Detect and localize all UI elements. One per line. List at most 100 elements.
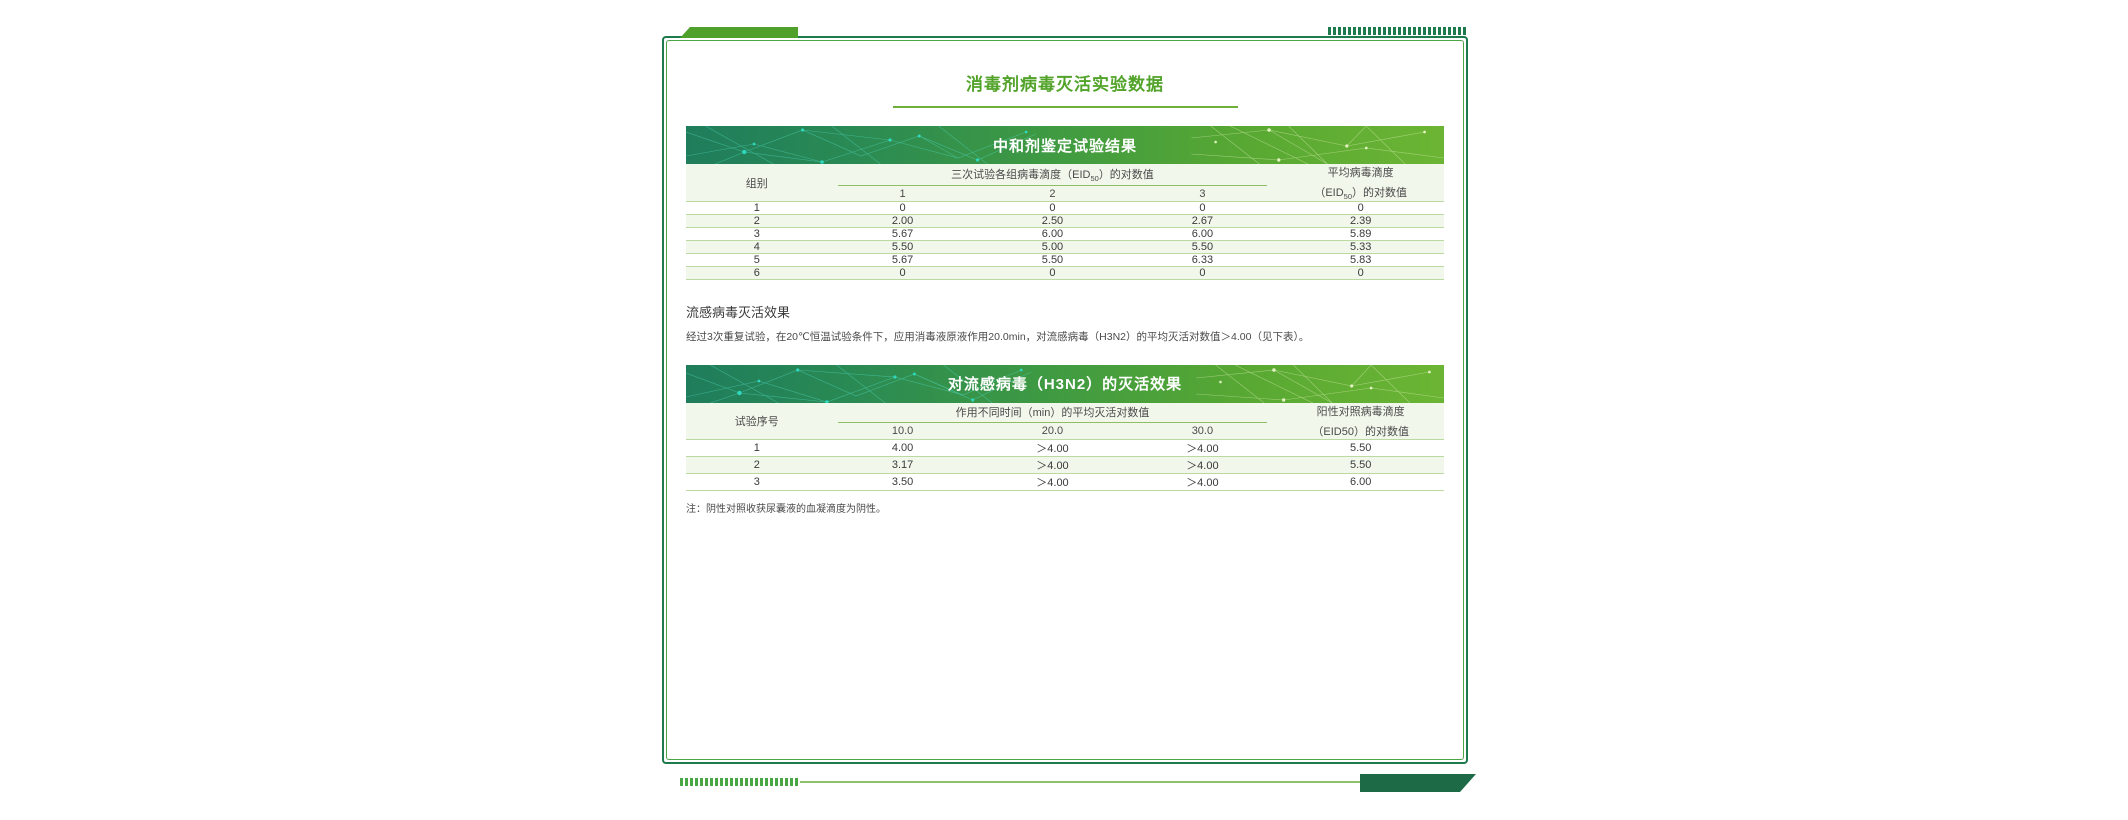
table2-subheader-20: 20.0 (977, 423, 1128, 440)
table1-r4-group: 5 (686, 253, 828, 267)
table1-r1-group: 2 (686, 214, 828, 228)
table1-r0-t3: 0 (1127, 201, 1278, 215)
stripe-bar-top-right-icon (1328, 27, 1466, 35)
table1-header-average: 平均病毒滴度 （EID50）的对数值 (1277, 164, 1444, 202)
table2-header-group: 试验序号 (686, 402, 828, 440)
table2-r2-t20: ＞4.00 (977, 472, 1128, 491)
corner-tab-bottom-right-icon (1360, 774, 1476, 792)
table1-span-rule (837, 185, 1268, 187)
table1: 组别 三次试验各组病毒滴度（EID50）的对数值 平均病毒滴度 （EID50）的… (686, 164, 1444, 281)
corner-tab-top-left-icon (680, 27, 798, 38)
table2-header-control: 阳性对照病毒滴度 （EID50）的对数值 (1277, 402, 1444, 440)
table-row: 1 4.00 ＞4.00 ＞4.00 5.50 (686, 438, 1444, 457)
table1-r3-t1: 5.50 (827, 240, 978, 254)
table1-banner: 中和剂鉴定试验结果 (686, 126, 1444, 164)
bottom-rule (680, 781, 1420, 783)
table1-r5-avg: 0 (1277, 266, 1444, 281)
table1-header-span-sub: 50 (1090, 174, 1099, 184)
table2-r2-no: 3 (686, 472, 828, 491)
table1-r3-avg: 5.33 (1277, 240, 1444, 254)
table-row: 4 5.50 5.00 5.50 5.33 (686, 240, 1444, 254)
table-block-h3n2: 对流感病毒（H3N2）的灭活效果 试验序号 作用不同时间（min）的平均灭活对数… (686, 364, 1444, 491)
table1-header-group: 组别 (686, 164, 828, 202)
table1-header-span-post: ）的对数值 (1098, 168, 1154, 181)
footnote: 注：阴性对照收获尿囊液的血凝滴度为阴性。 (686, 503, 886, 515)
table1-r5-t1: 0 (827, 266, 978, 281)
table1-subheader-1: 1 (827, 186, 978, 202)
table2-r0-no: 1 (686, 438, 828, 457)
table1-banner-title: 中和剂鉴定试验结果 (992, 137, 1137, 155)
table1-r1-avg: 2.39 (1277, 214, 1444, 228)
constellation-pattern-icon (686, 126, 1444, 164)
table1-r3-t2: 5.00 (977, 240, 1128, 254)
table1-r2-group: 3 (686, 227, 828, 241)
table1-r5-group: 6 (686, 266, 828, 281)
table-row: 2 3.17 ＞4.00 ＞4.00 5.50 (686, 455, 1444, 474)
section-heading: 流感病毒灭活效果 (686, 305, 791, 321)
table1-r1-t1: 2.00 (827, 214, 978, 228)
table-row: 3 5.67 6.00 6.00 5.89 (686, 227, 1444, 241)
table1-r2-t2: 6.00 (977, 227, 1128, 241)
stripe-bar-bottom-left-icon (680, 778, 800, 786)
table1-header-average-sub: 50 (1343, 192, 1353, 202)
table1-header-average-line1: 平均病毒滴度 (1327, 167, 1394, 179)
table-row: 5 5.67 5.50 6.33 5.83 (686, 253, 1444, 267)
table2-header-rule-row (686, 422, 1444, 424)
table2-banner-title: 对流感病毒（H3N2）的灭活效果 (947, 376, 1183, 394)
table2-r2-ctrl: 6.00 (1277, 472, 1444, 491)
page-title: 消毒剂病毒灭活实验数据 (966, 75, 1164, 94)
content-area: 消毒剂病毒灭活实验数据 (672, 46, 1458, 754)
table2-r1-t10: 3.17 (827, 455, 978, 474)
table1-header-average-line2: （EID50）的对数值 (1277, 184, 1444, 201)
table1-header-average-post: ）的对数值 (1352, 187, 1408, 199)
table2-r1-no: 2 (686, 455, 828, 474)
table1-r0-group: 1 (686, 201, 828, 215)
table-row: 1 0 0 0 0 (686, 201, 1444, 215)
table1-header-span-pre: 三次试验各组病毒滴度（EID (951, 168, 1091, 181)
table2-subheader-row: 10.0 20.0 30.0 (686, 423, 1444, 440)
table1-r0-avg: 0 (1277, 201, 1444, 215)
table1-header-span: 三次试验各组病毒滴度（EID50）的对数值 (827, 164, 1278, 186)
table2-header-span: 作用不同时间（min）的平均灭活对数值 (827, 402, 1278, 423)
table1-r1-t3: 2.67 (1127, 214, 1278, 228)
table1-r4-avg: 5.83 (1277, 253, 1444, 267)
constellation-pattern-icon (686, 364, 1444, 403)
table1-r4-t1: 5.67 (827, 253, 978, 267)
table-row: 2 2.00 2.50 2.67 2.39 (686, 214, 1444, 228)
table2-r0-t20: ＞4.00 (977, 438, 1128, 457)
table2-r2-t10: 3.50 (827, 472, 978, 491)
table2-header-row: 试验序号 作用不同时间（min）的平均灭活对数值 阳性对照病毒滴度 （EID50… (686, 402, 1444, 440)
table2-span-rule (837, 422, 1268, 424)
table2-r0-t10: 4.00 (827, 438, 978, 457)
title-underline (892, 106, 1238, 108)
table1-subheader-3: 3 (1127, 186, 1278, 202)
decorative-frame: 消毒剂病毒灭活实验数据 (662, 27, 1476, 792)
table1-span-rule-cell (827, 185, 1278, 187)
table1-subheader-2: 2 (977, 186, 1128, 202)
table2-subheader-10: 10.0 (827, 423, 978, 440)
table1-r2-avg: 5.89 (1277, 227, 1444, 241)
table1-header-average-pre: （EID (1314, 187, 1344, 199)
table2-r0-ctrl: 5.50 (1277, 438, 1444, 457)
table1-header-rule-row (686, 185, 1444, 187)
table2-r1-t30: ＞4.00 (1127, 455, 1278, 474)
table-block-neutralizer: 中和剂鉴定试验结果 组别 三次试验各组病毒滴度（EID50）的对数值 (686, 126, 1444, 281)
table2-r0-t30: ＞4.00 (1127, 438, 1278, 457)
table2-r2-t30: ＞4.00 (1127, 472, 1278, 491)
table2-r1-t20: ＞4.00 (977, 455, 1128, 474)
table1-r2-t3: 6.00 (1127, 227, 1278, 241)
table1-r2-t1: 5.67 (827, 227, 978, 241)
table2-span-rule-cell (827, 422, 1278, 424)
table-row: 3 3.50 ＞4.00 ＞4.00 6.00 (686, 472, 1444, 491)
table1-r3-group: 4 (686, 240, 828, 254)
table2-header-control-line1: 阳性对照病毒滴度 (1316, 405, 1405, 418)
table2-r1-ctrl: 5.50 (1277, 455, 1444, 474)
table2-subheader-30: 30.0 (1127, 423, 1278, 440)
table1-r4-t3: 6.33 (1127, 253, 1278, 267)
table2-header-control-line2: （EID50）的对数值 (1312, 425, 1409, 438)
table1-r0-t2: 0 (977, 201, 1128, 215)
table1-header-row: 组别 三次试验各组病毒滴度（EID50）的对数值 平均病毒滴度 （EID50）的… (686, 164, 1444, 202)
table2: 试验序号 作用不同时间（min）的平均灭活对数值 阳性对照病毒滴度 （EID50… (686, 402, 1444, 491)
table1-r3-t3: 5.50 (1127, 240, 1278, 254)
